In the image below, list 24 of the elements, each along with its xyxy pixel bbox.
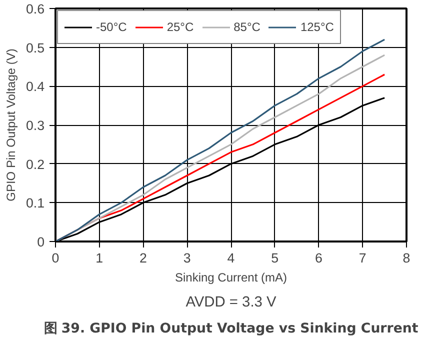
- y-tick-label: 0.5: [26, 40, 45, 56]
- x-axis-title: Sinking Current (mA): [174, 270, 288, 284]
- legend-label: 25°C: [166, 20, 194, 34]
- y-axis-title: GPIO Pin Output Voltage (V): [4, 48, 18, 202]
- x-tick-label: 4: [227, 250, 236, 266]
- y-tick-label: 0.2: [26, 156, 45, 172]
- y-tick-label: 0.1: [26, 196, 45, 211]
- legend-label: -50°C: [96, 20, 127, 34]
- text: AVDD = 3.3 V: [186, 294, 277, 310]
- text: 图 39. GPIO Pin Output Voltage vs Sinking Current: [44, 322, 419, 336]
- x-tick-label: 3: [183, 250, 191, 266]
- y-tick-label: 0.3: [26, 118, 45, 133]
- x-tick-label: 7: [358, 250, 366, 266]
- y-tick-label: 0.4: [26, 79, 46, 94]
- x-tick-label: 2: [140, 250, 147, 266]
- legend-label: 85°C: [234, 20, 260, 34]
- x-tick-label: 5: [271, 250, 279, 266]
- x-tick-label: 0: [52, 250, 60, 266]
- legend-label: 125°C: [300, 20, 334, 34]
- y-tick-label: 0: [37, 234, 45, 250]
- x-tick-label: 6: [315, 250, 322, 266]
- x-tick-label: 8: [402, 250, 410, 266]
- y-tick-label: 0.6: [26, 2, 45, 16]
- x-tick-label: 1: [96, 250, 104, 266]
